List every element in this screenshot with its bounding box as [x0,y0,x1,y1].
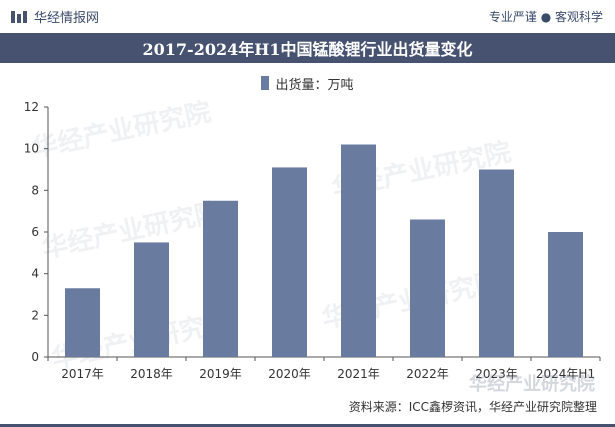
source-note: 资料来源：ICC鑫椤资讯，华经产业研究院整理 [348,400,597,414]
y-tick-label: 8 [31,183,39,197]
y-tick-label: 10 [24,142,39,156]
y-tick-label: 6 [31,225,39,239]
brand-name: 华经情报网 [34,11,100,26]
y-tick-label: 2 [31,308,39,322]
brand-logo-icon [11,10,27,23]
brand[interactable]: 华经情报网 [10,7,99,26]
y-tick-label: 0 [31,350,39,364]
x-tick-label: 2017年 [61,367,104,381]
bar [65,288,100,357]
footer-watermark: 华经产业研究院 [469,374,595,395]
y-tick-label: 4 [31,267,39,281]
x-tick-label: 2024年H1 [536,367,595,381]
y-tick-label: 12 [24,100,39,114]
x-tick-label: 2021年 [337,367,380,381]
bar [203,200,238,357]
bar [410,219,445,357]
tagline: 专业严谨 ● 客观科学 [488,10,603,24]
legend-swatch [261,76,270,90]
x-tick-label: 2023年 [475,367,518,381]
legend-label: 出货量：万吨 [275,77,354,93]
bar [272,167,307,357]
bar [341,144,376,357]
x-tick-label: 2018年 [130,367,173,381]
x-tick-label: 2020年 [268,367,311,381]
chart-title: 2017-2024年H1中国锰酸锂行业出货量变化 [0,33,615,63]
x-tick-label: 2019年 [199,367,242,381]
x-tick-label: 2022年 [406,367,449,381]
bar [548,232,583,357]
bar [479,169,514,357]
chart-legend: 出货量：万吨 [0,74,615,93]
header-bar: 华经情报网 专业严谨 ● 客观科学 [0,0,615,33]
bar [134,242,169,357]
bottom-rule [0,424,615,427]
